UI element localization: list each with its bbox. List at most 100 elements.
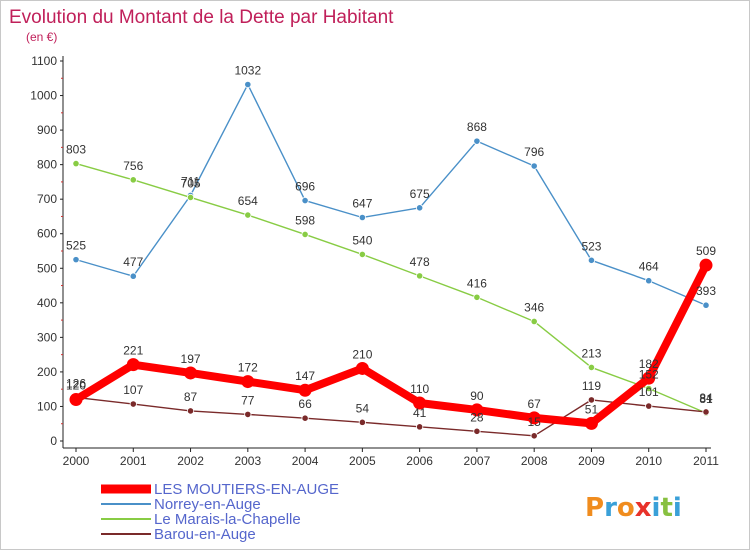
data-point — [358, 250, 366, 259]
data-label: 67 — [528, 397, 542, 411]
x-tick-label: 2006 — [406, 454, 433, 468]
data-label: 416 — [467, 276, 487, 290]
data-label: 647 — [352, 196, 372, 210]
data-point — [470, 403, 484, 417]
data-label: 796 — [524, 145, 544, 159]
data-point — [699, 258, 713, 272]
y-tick-label: 0 — [50, 434, 57, 448]
data-label: 756 — [123, 159, 143, 173]
series-line — [75, 162, 707, 414]
data-label: 525 — [66, 239, 86, 253]
y-tick-label: 700 — [37, 192, 57, 206]
series-les-moutiers-en-auge — [69, 258, 713, 430]
data-point — [530, 162, 538, 170]
legend-label: LES MOUTIERS-EN-AUGE — [154, 481, 339, 498]
x-tick-label: 2007 — [464, 454, 491, 468]
data-label: 182 — [639, 357, 659, 371]
logo-letter: x — [635, 493, 652, 523]
data-point — [186, 193, 195, 202]
y-tick-label: 1000 — [30, 89, 57, 103]
data-point — [530, 317, 538, 326]
data-label: 54 — [356, 401, 370, 415]
legend-label: Norrey-en-Auge — [154, 496, 261, 513]
data-point — [473, 427, 481, 435]
data-labels: 525 477 711 1032 696 647 675 868 796 523 464 393 803… — [66, 63, 716, 428]
data-point — [129, 400, 137, 408]
logo-letter: i — [652, 493, 661, 523]
data-label: 101 — [639, 385, 659, 399]
x-tick-label: 2001 — [120, 454, 147, 468]
data-point — [584, 416, 598, 430]
data-label: 213 — [581, 346, 601, 360]
proxiti-logo: Proxiti — [585, 493, 682, 523]
y-tick-label: 900 — [37, 123, 57, 137]
data-point — [244, 410, 252, 418]
y-tick-label: 800 — [37, 158, 57, 172]
data-label: 803 — [66, 143, 86, 157]
data-point — [358, 418, 366, 426]
x-tick-label: 2003 — [234, 454, 261, 468]
data-label: 119 — [582, 379, 601, 393]
data-label: 705 — [181, 176, 201, 190]
data-point — [642, 371, 656, 385]
logo-letter: P — [585, 493, 604, 523]
x-tick-label: 2004 — [292, 454, 319, 468]
data-label: 221 — [123, 344, 143, 358]
x-tick-label: 2009 — [578, 454, 605, 468]
logo-letter: o — [617, 493, 635, 523]
data-point — [413, 396, 427, 410]
data-point — [645, 384, 653, 393]
data-label: 90 — [470, 389, 484, 403]
series-barou-en-auge — [72, 393, 710, 440]
data-point — [416, 272, 424, 280]
data-label: 711 — [181, 174, 200, 188]
data-label: 126 — [66, 376, 86, 390]
legend-label: Barou-en-Auge — [154, 526, 256, 543]
data-point — [416, 204, 424, 212]
data-point — [129, 176, 137, 184]
data-label: 41 — [413, 406, 427, 420]
logo-letter: r — [604, 493, 617, 523]
series-layer — [69, 80, 713, 440]
series-norrey-en-auge — [72, 80, 710, 309]
y-tick-label: 500 — [37, 261, 57, 275]
chart-subtitle: (en €) — [26, 30, 57, 44]
axes: 0 100 200 300 400 500 600 700 800 900 1000 1100 2000… — [30, 54, 719, 468]
data-point — [298, 383, 312, 397]
data-point — [244, 211, 252, 219]
data-label: 172 — [238, 361, 258, 375]
data-label: 87 — [184, 390, 198, 404]
data-point — [587, 256, 596, 264]
data-point — [301, 196, 309, 205]
data-label: 197 — [181, 352, 201, 366]
data-label: 509 — [696, 244, 716, 258]
chart-title: Evolution du Montant de la Dette par Hab… — [9, 7, 394, 28]
data-label: 77 — [241, 393, 255, 407]
data-label: 868 — [467, 120, 487, 134]
data-point — [587, 396, 596, 404]
data-label: 464 — [639, 260, 659, 274]
data-point — [645, 277, 653, 285]
x-tick-label: 2011 — [693, 454, 719, 468]
data-point — [241, 375, 255, 389]
data-label: 477 — [123, 255, 143, 269]
logo-letter: i — [673, 493, 682, 523]
data-point — [416, 423, 424, 431]
data-label: 696 — [295, 180, 315, 194]
y-tick-label: 600 — [37, 227, 57, 241]
data-point — [301, 230, 309, 239]
logo-letter: t — [660, 493, 672, 523]
data-point — [473, 293, 481, 301]
y-tick-label: 100 — [37, 399, 57, 413]
data-point — [527, 411, 541, 425]
data-label: 107 — [123, 383, 143, 397]
data-point — [129, 272, 137, 280]
data-point — [69, 393, 83, 407]
series-line — [75, 396, 707, 437]
data-point — [72, 256, 80, 264]
data-label: 120 — [66, 379, 86, 393]
data-point — [702, 408, 710, 416]
data-label: 523 — [581, 239, 601, 253]
y-tick-label: 1100 — [31, 54, 57, 68]
